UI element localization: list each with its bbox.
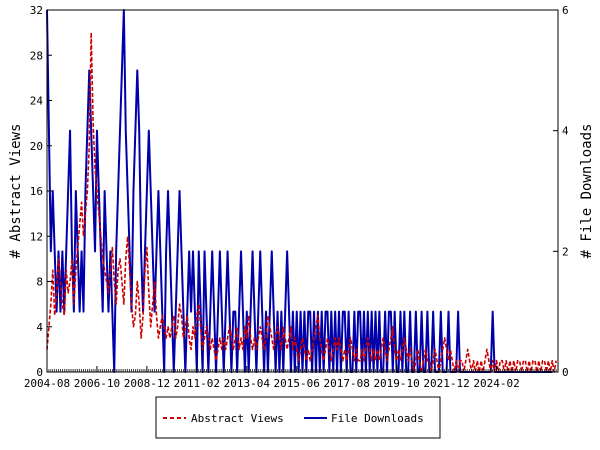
x-tick-label: 2013-04 (224, 377, 271, 390)
x-tick-label: 2008-12 (124, 377, 170, 390)
legend-label-file-downloads: File Downloads (331, 412, 424, 425)
x-tick-label: 2011-02 (174, 377, 220, 390)
x-axis: 2004-08 2006-10 2008-12 2011-02 2013-04 2015-… (24, 366, 559, 390)
x-tick-label: 2004-08 (24, 377, 70, 390)
x-tick-label: 2017-08 (324, 377, 370, 390)
y-left-tick-label: 28 (30, 49, 43, 62)
y-right-tick-label: 4 (562, 125, 569, 138)
x-tick-label: 2024-02 (473, 377, 519, 390)
y-left-tick-label: 4 (36, 321, 43, 334)
x-tick-label: 2015-06 (274, 377, 320, 390)
y-right-tick-label: 6 (562, 4, 569, 17)
x-tick-label: 2006-10 (74, 377, 120, 390)
y-left-tick-label: 12 (30, 230, 43, 243)
y-left-tick-label: 0 (36, 366, 43, 379)
x-tick-label: 2021-12 (423, 377, 469, 390)
y-left-tick-label: 32 (30, 4, 43, 17)
x-tick-label: 2019-10 (373, 377, 419, 390)
y-left-tick-label: 20 (30, 140, 43, 153)
y-right-tick-label: 2 (562, 245, 569, 258)
y-right-axis-title: # File Downloads (579, 124, 595, 259)
legend-box (155, 396, 441, 439)
y-left-tick-label: 8 (36, 276, 43, 289)
plot-area (47, 10, 558, 372)
legend: Abstract Views File Downloads (155, 396, 441, 439)
y-left-tick-label: 16 (30, 185, 43, 198)
legend-label-abstract-views: Abstract Views (191, 412, 284, 425)
y-left-tick-label: 24 (30, 95, 44, 108)
left-axis: 0 4 8 12 16 20 24 28 32 (30, 4, 52, 379)
y-left-axis-title: # Abstract Views (8, 124, 24, 259)
y-right-tick-label: 0 (562, 366, 569, 379)
